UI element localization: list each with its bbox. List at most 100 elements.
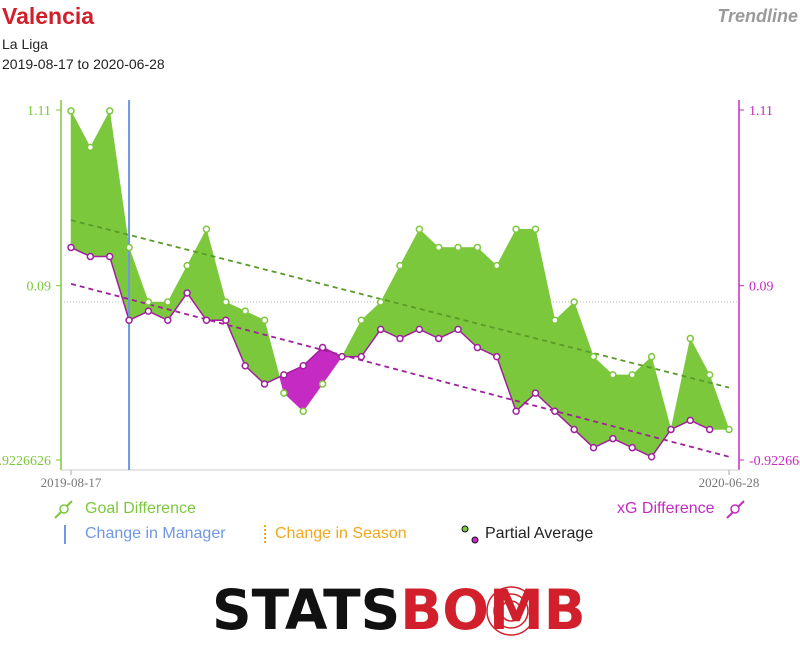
area-segment <box>593 356 614 449</box>
area-segment <box>70 110 91 257</box>
goal-point <box>551 316 559 325</box>
x-tick-label-end: 2020-06-28 <box>699 475 760 490</box>
xg-point <box>357 352 366 361</box>
xg-point <box>396 334 404 343</box>
xg-point <box>589 443 598 452</box>
goal-point <box>396 261 404 270</box>
goal-point <box>241 307 249 315</box>
xg-point <box>338 352 346 361</box>
xg-point <box>570 425 578 434</box>
goal-point <box>299 407 307 416</box>
goal-point <box>589 352 598 361</box>
right-tick-label: -0.9226626 <box>749 454 800 469</box>
legend-change-manager[interactable]: Change in Manager <box>85 525 226 542</box>
logo-part-stats: STATS <box>212 578 401 642</box>
area-segment <box>631 356 652 458</box>
league-name: La Liga <box>2 36 48 52</box>
goal-point <box>531 225 540 233</box>
xg-difference-line <box>70 246 710 458</box>
logo-target-ring <box>493 593 529 629</box>
area-segment <box>573 301 594 449</box>
goal-point <box>415 225 424 233</box>
xg-point <box>164 316 172 325</box>
area-segment <box>690 338 710 430</box>
goal-point <box>376 298 385 306</box>
xg-point <box>531 389 540 397</box>
goal-point <box>725 425 733 434</box>
xg-point <box>686 416 695 425</box>
xg-point <box>473 343 482 352</box>
goal-point <box>125 243 133 252</box>
xg-point <box>609 434 617 443</box>
goal-point <box>318 380 327 388</box>
area-segment <box>90 110 110 257</box>
goal-point <box>144 298 153 306</box>
goal-point <box>570 298 578 306</box>
area-segment <box>515 228 536 412</box>
area-segment <box>709 374 730 430</box>
team-name: Valencia <box>2 3 95 29</box>
goal-point <box>105 107 114 115</box>
left-tick-label: 0.09 <box>27 280 52 295</box>
area-segment <box>670 338 691 430</box>
area-segment <box>264 320 280 385</box>
xg-point <box>280 371 288 379</box>
trendline-badge: Trendline <box>717 6 798 26</box>
goal-point <box>202 225 211 233</box>
xg-point <box>183 289 191 297</box>
xg-point <box>705 425 714 434</box>
xg-point <box>260 380 269 388</box>
xg-point <box>222 316 230 325</box>
logo-target-ring <box>500 600 522 622</box>
xg-point <box>512 407 520 416</box>
goal-point <box>705 371 714 379</box>
xg-point <box>105 252 114 261</box>
xg-point <box>299 362 307 370</box>
goal-point <box>67 107 75 115</box>
goal-point <box>493 261 501 270</box>
xg-point <box>67 243 75 252</box>
goal-point <box>609 371 617 379</box>
xg-point <box>86 252 95 261</box>
left-tick-label: 1.11 <box>27 104 51 119</box>
partial-average-icon-xg <box>471 536 479 544</box>
xg-point <box>434 334 443 343</box>
legend-partial-average[interactable]: Partial Average <box>485 525 594 542</box>
area-segment <box>438 247 459 339</box>
xg-point <box>125 316 133 325</box>
legend-xg-difference[interactable]: xG Difference <box>617 500 715 517</box>
left-tick-label: -0.9226626 <box>0 454 51 469</box>
xg-legend-marker <box>730 504 740 514</box>
logo-part-bomb: BOMB <box>400 578 586 642</box>
xg-point <box>493 352 501 361</box>
legend-goal-difference[interactable]: Goal Difference <box>85 500 196 517</box>
goal-point <box>686 334 695 343</box>
xg-point <box>415 325 424 334</box>
goal-point <box>434 243 443 252</box>
goal-point <box>260 316 269 325</box>
goal-point <box>647 352 656 361</box>
legend-change-season[interactable]: Change in Season <box>275 525 407 542</box>
xg-point <box>647 453 656 461</box>
area-segment <box>341 320 362 357</box>
right-tick-label: 1.11 <box>749 104 773 119</box>
xg-point <box>241 362 249 370</box>
goal-legend-marker <box>59 504 69 514</box>
xg-point <box>551 407 559 416</box>
x-tick-label-start: 2019-08-17 <box>41 475 102 490</box>
xg-point <box>144 307 153 315</box>
goal-point <box>357 316 366 325</box>
goal-point <box>164 298 172 306</box>
xg-point <box>318 343 327 352</box>
right-tick-label: 0.09 <box>749 280 774 295</box>
goal-point <box>86 143 95 152</box>
area-segment <box>206 229 227 321</box>
goal-point <box>280 389 288 397</box>
goal-point <box>454 243 462 252</box>
partial-average-icon-goal <box>461 525 469 533</box>
date-range: 2019-08-17 to 2020-06-28 <box>2 56 165 72</box>
goal-point <box>512 225 520 233</box>
statsbomb-logo: STATSBOMB <box>212 578 586 642</box>
xg-point <box>376 325 385 334</box>
